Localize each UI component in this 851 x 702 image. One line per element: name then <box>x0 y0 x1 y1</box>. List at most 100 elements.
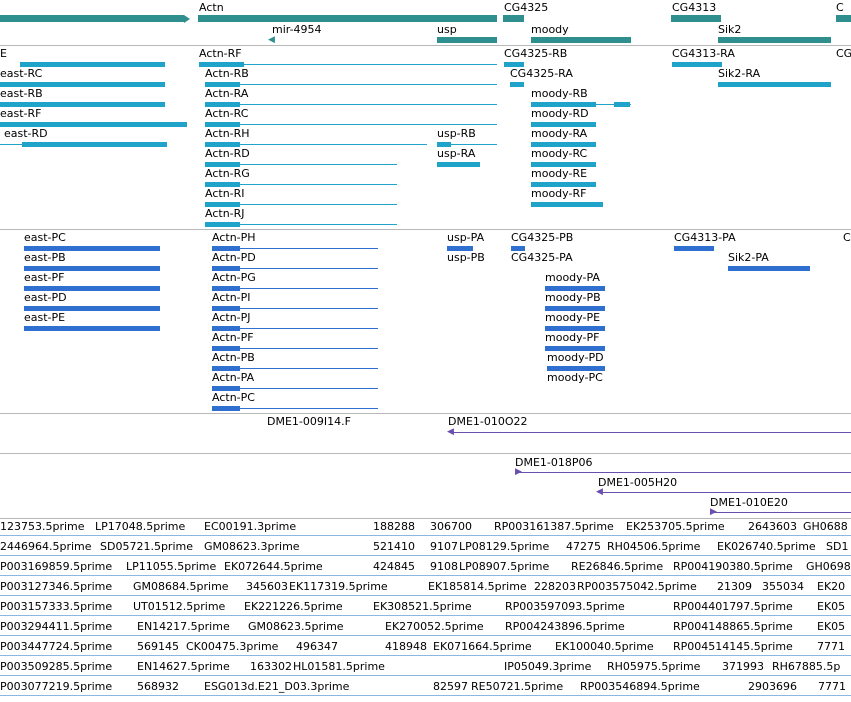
transcript-cg4325-rb-label[interactable]: CG4325-RB <box>504 47 568 60</box>
gene-cg4325-label[interactable]: CG4325 <box>504 1 549 14</box>
est-label[interactable]: EN14217.5prime <box>137 620 230 633</box>
transcript-actn-rj-label[interactable]: Actn-RJ <box>205 207 245 220</box>
est-label[interactable]: P003509285.5prime <box>0 660 113 673</box>
transcript-actn-rb-label[interactable]: Actn-RB <box>205 67 249 80</box>
transcript-actn-ri-label[interactable]: Actn-RI <box>205 187 245 200</box>
protein-cg-edge-label[interactable]: C <box>843 231 851 244</box>
est-label[interactable]: 123753.5prime <box>0 520 85 533</box>
protein-cg4325-pb[interactable] <box>511 246 525 251</box>
transcript-sik2-ra[interactable] <box>718 82 831 87</box>
est-label[interactable]: 496347 <box>296 640 338 653</box>
est-label[interactable]: RH67885.5p <box>772 660 841 673</box>
est-label[interactable]: EK072644.5prime <box>224 560 323 573</box>
transcript-actn-rd-label[interactable]: Actn-RD <box>205 147 250 160</box>
est-label[interactable]: RP004514145.5prime <box>673 640 793 653</box>
transcript-moody-rc-label[interactable]: moody-RC <box>531 147 588 160</box>
protein-east-pf-label[interactable]: east-PF <box>24 271 65 284</box>
est-label[interactable]: 345603 <box>246 580 288 593</box>
protein-actn-pf-label[interactable]: Actn-PF <box>212 331 254 344</box>
protein-cg4313-pa[interactable] <box>674 246 714 251</box>
transcript-east-rd[interactable] <box>22 142 167 147</box>
transcript-actn-rb[interactable] <box>205 82 240 87</box>
gene-actn-bar[interactable] <box>0 15 184 22</box>
est-label[interactable]: SD1 <box>826 540 849 553</box>
est-label[interactable]: EN14627.5prime <box>137 660 230 673</box>
est-label[interactable]: CK00475.3prime <box>186 640 279 653</box>
est-label[interactable]: P003127346.5prime <box>0 580 113 593</box>
est-label[interactable]: P003157333.5prime <box>0 600 113 613</box>
est-label[interactable]: GM08623.3prime <box>204 540 300 553</box>
est-label[interactable]: RE26846.5prime <box>571 560 664 573</box>
est-label[interactable]: 418948 <box>385 640 427 653</box>
est-label[interactable]: 21309 <box>717 580 752 593</box>
protein-actn-pi[interactable] <box>212 306 240 311</box>
protein-cg4325-pa-label[interactable]: CG4325-PA <box>511 251 573 264</box>
east-edge-label[interactable]: E <box>0 47 7 60</box>
gene-cg4313-label[interactable]: CG4313 <box>672 1 717 14</box>
est-label[interactable]: EK117319.5prime <box>289 580 388 593</box>
transcript-moody-re[interactable] <box>531 182 596 187</box>
protein-actn-pa[interactable] <box>212 386 240 391</box>
protein-actn-pc-label[interactable]: Actn-PC <box>212 391 255 404</box>
transcript-actn-rf[interactable] <box>199 62 244 67</box>
protein-east-pb-label[interactable]: east-PB <box>24 251 66 264</box>
protein-east-pf[interactable] <box>24 286 160 291</box>
transcript-east-rf-top[interactable] <box>20 62 165 67</box>
est-label[interactable]: RH04506.5prime <box>607 540 701 553</box>
protein-actn-pf[interactable] <box>212 346 240 351</box>
protein-actn-pa-label[interactable]: Actn-PA <box>212 371 255 384</box>
est-label[interactable]: 306700 <box>430 520 472 533</box>
est-label[interactable]: GH0698 <box>806 560 851 573</box>
est-label[interactable]: 371993 <box>722 660 764 673</box>
est-label[interactable]: P003447724.5prime <box>0 640 113 653</box>
transcript-moody-re-label[interactable]: moody-RE <box>531 167 588 180</box>
transcript-actn-rh-label[interactable]: Actn-RH <box>205 127 250 140</box>
clone-005h20-line[interactable] <box>598 492 851 493</box>
protein-moody-pd-label[interactable]: moody-PD <box>547 351 604 364</box>
protein-moody-pd[interactable] <box>547 366 605 371</box>
gene-actn-label[interactable]: Actn <box>199 1 224 14</box>
transcript-moody-ra-label[interactable]: moody-RA <box>531 127 588 140</box>
transcript-east-rd-label[interactable]: east-RD <box>4 127 48 140</box>
protein-usp-pa[interactable] <box>447 246 473 251</box>
transcript-actn-ra[interactable] <box>205 102 240 107</box>
protein-moody-pc-label[interactable]: moody-PC <box>547 371 603 384</box>
est-label[interactable]: 82597 <box>433 680 468 693</box>
est-label[interactable]: RP003575042.5prime <box>577 580 697 593</box>
transcript-actn-rg[interactable] <box>205 182 240 187</box>
est-mark[interactable] <box>0 575 851 576</box>
est-label[interactable]: EK026740.5prime <box>717 540 816 553</box>
gene-cg4313-bar[interactable] <box>671 15 721 22</box>
est-label[interactable]: 2446964.5prime <box>0 540 92 553</box>
est-label[interactable]: EK308521.5prime <box>373 600 472 613</box>
est-label[interactable]: 355034 <box>762 580 804 593</box>
est-label[interactable]: ESG013d.E21_D03.3prime <box>204 680 350 693</box>
protein-moody-pa-label[interactable]: moody-PA <box>545 271 600 284</box>
clone-009i14-label[interactable]: DME1-009I14.F <box>267 415 351 428</box>
protein-moody-pb-label[interactable]: moody-PB <box>545 291 601 304</box>
transcript-east-rb[interactable] <box>0 102 165 107</box>
transcript-east-rb-label[interactable]: east-RB <box>0 87 43 100</box>
protein-cg4325-pb-label[interactable]: CG4325-PB <box>511 231 574 244</box>
protein-actn-pb-label[interactable]: Actn-PB <box>212 351 255 364</box>
transcript-moody-rb[interactable] <box>531 102 596 107</box>
transcript-actn-rh[interactable] <box>205 142 240 147</box>
protein-moody-pe[interactable] <box>545 326 605 331</box>
est-mark[interactable] <box>0 635 851 636</box>
est-label[interactable]: P003169859.5prime <box>0 560 113 573</box>
est-label[interactable]: EK253705.5prime <box>626 520 725 533</box>
est-label[interactable]: EK05 <box>817 620 846 633</box>
clone-010e20-line[interactable] <box>710 512 851 513</box>
protein-cg4313-pa-label[interactable]: CG4313-PA <box>674 231 736 244</box>
gene-usp-label[interactable]: usp <box>437 23 457 36</box>
est-label[interactable]: EK05 <box>817 600 846 613</box>
transcript-moody-rd[interactable] <box>531 122 596 127</box>
transcript-actn-rc-label[interactable]: Actn-RC <box>205 107 249 120</box>
transcript-cg4325-ra[interactable] <box>510 82 524 87</box>
clone-005h20-label[interactable]: DME1-005H20 <box>598 476 678 489</box>
transcript-east-rf[interactable] <box>0 122 187 127</box>
transcript-moody-rd-label[interactable]: moody-RD <box>531 107 589 120</box>
transcript-actn-rj[interactable] <box>205 222 240 227</box>
est-mark[interactable] <box>0 595 851 596</box>
transcript-moody-ra[interactable] <box>531 142 596 147</box>
